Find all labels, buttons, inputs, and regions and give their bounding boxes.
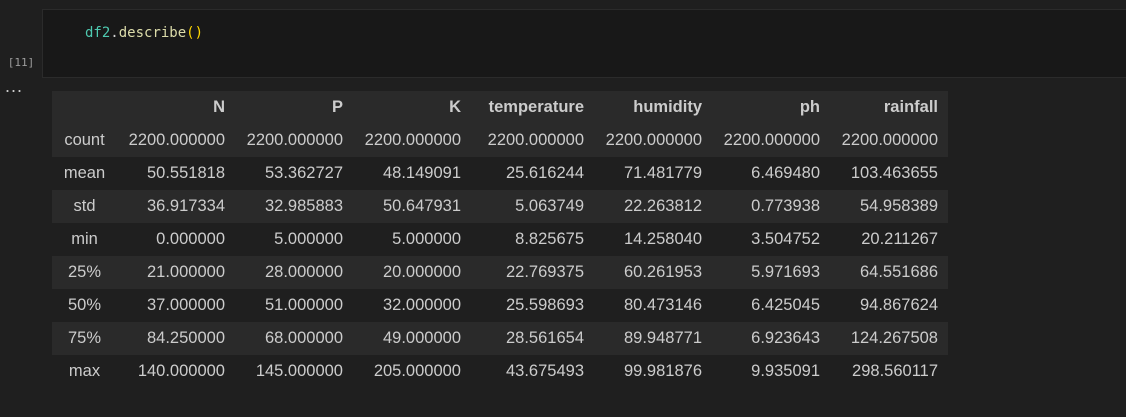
- code-method: describe: [118, 25, 187, 41]
- table-cell: 140.000000: [137, 362, 225, 380]
- code-dot: .: [110, 25, 119, 41]
- table-cell: 28.000000: [265, 263, 343, 281]
- table-cell: 48.149091: [383, 164, 461, 182]
- code-parens: (): [186, 25, 204, 41]
- table-row: 25% 21.000000 28.000000 20.000000 22.769375 6…: [52, 256, 948, 289]
- table-cell: 205.000000: [373, 362, 461, 380]
- table-cell: 2200.000000: [841, 131, 938, 149]
- table-cell: 37.000000: [147, 296, 225, 314]
- table-cell: 298.560117: [852, 362, 938, 380]
- table-cell: 2200.000000: [723, 131, 820, 149]
- table-cell: 32.985883: [265, 197, 343, 215]
- table-cell: 145.000000: [255, 362, 343, 380]
- table-cell: 9.935091: [751, 362, 820, 380]
- table-cell: 2200.000000: [487, 131, 584, 149]
- table-cell: 20.000000: [383, 263, 461, 281]
- table-cell: 64.551686: [860, 263, 938, 281]
- table-cell: 25.616244: [506, 164, 584, 182]
- table-row: count 2200.000000 2200.000000 2200.000000 22…: [52, 124, 948, 157]
- dataframe-output: N P K temperature humidity ph rainfall c…: [52, 91, 948, 388]
- table-cell: 28.561654: [506, 329, 584, 347]
- table-cell: 25.598693: [506, 296, 584, 314]
- code-variable: df2: [85, 25, 111, 41]
- table-cell: 6.469480: [751, 164, 820, 182]
- table-cell: 20.211267: [861, 230, 938, 248]
- table-row: 75% 84.250000 68.000000 49.000000 28.561654 8…: [52, 322, 948, 355]
- table-row: max 140.000000 145.000000 205.000000 43.6754…: [52, 355, 948, 388]
- code-line[interactable]: df2.describe(): [85, 25, 203, 41]
- column-header: ph: [712, 91, 830, 124]
- column-header: rainfall: [830, 91, 948, 124]
- table-cell: 14.258040: [624, 230, 702, 248]
- table-cell: 94.867624: [860, 296, 938, 314]
- table-cell: 124.267508: [850, 329, 938, 347]
- table-row: 50% 37.000000 51.000000 32.000000 25.598693 8…: [52, 289, 948, 322]
- table-cell: 22.769375: [506, 263, 584, 281]
- table-row: std 36.917334 32.985883 50.647931 5.063749 22…: [52, 190, 948, 223]
- code-cell-editor[interactable]: df2.describe(): [42, 9, 1126, 78]
- column-header: K: [353, 91, 471, 124]
- table-cell: 80.473146: [624, 296, 702, 314]
- table-cell: 0.000000: [156, 230, 225, 248]
- table-cell: 2200.000000: [364, 131, 461, 149]
- row-index-label: mean: [63, 164, 106, 182]
- table-cell: 6.425045: [751, 296, 820, 314]
- row-index-label: max: [68, 362, 101, 380]
- row-index-label: min: [71, 230, 98, 248]
- table-cell: 50.551818: [147, 164, 225, 182]
- table-cell: 50.647931: [383, 197, 461, 215]
- table-cell: 32.000000: [383, 296, 461, 314]
- output-more-actions-button[interactable]: ...: [0, 76, 32, 114]
- column-header-index: [52, 91, 117, 124]
- table-cell: 43.675493: [506, 362, 584, 380]
- column-header: N: [117, 91, 235, 124]
- table-cell: 68.000000: [265, 329, 343, 347]
- table-cell: 21.000000: [147, 263, 225, 281]
- table-cell: 54.958389: [860, 197, 938, 215]
- describe-table: N P K temperature humidity ph rainfall c…: [52, 91, 948, 388]
- table-cell: 2200.000000: [605, 131, 702, 149]
- more-actions-icon: ...: [5, 76, 24, 96]
- table-cell: 103.463655: [850, 164, 938, 182]
- cell-gutter: [11]: [0, 0, 42, 79]
- row-index-label: count: [64, 131, 105, 149]
- table-cell: 5.000000: [392, 230, 461, 248]
- table-cell: 36.917334: [147, 197, 225, 215]
- table-cell: 2200.000000: [246, 131, 343, 149]
- table-row: mean 50.551818 53.362727 48.149091 25.616244…: [52, 157, 948, 190]
- table-cell: 71.481779: [624, 164, 702, 182]
- table-cell: 0.773938: [751, 197, 820, 215]
- row-index-label: std: [73, 197, 96, 215]
- row-index-label: 25%: [67, 263, 102, 281]
- table-row: min 0.000000 5.000000 5.000000 8.825675 14.25…: [52, 223, 948, 256]
- table-header-row: N P K temperature humidity ph rainfall: [52, 91, 948, 124]
- table-cell: 60.261953: [624, 263, 702, 281]
- table-cell: 84.250000: [147, 329, 225, 347]
- table-cell: 2200.000000: [128, 131, 225, 149]
- table-cell: 53.362727: [265, 164, 343, 182]
- table-cell: 3.504752: [751, 230, 820, 248]
- row-index-label: 50%: [67, 296, 102, 314]
- execution-count: [11]: [7, 56, 35, 69]
- table-cell: 22.263812: [624, 197, 702, 215]
- table-cell: 8.825675: [515, 230, 584, 248]
- column-header: humidity: [594, 91, 712, 124]
- row-index-label: 75%: [67, 329, 102, 347]
- column-header: temperature: [471, 91, 594, 124]
- table-cell: 6.923643: [751, 329, 820, 347]
- table-cell: 5.000000: [274, 230, 343, 248]
- table-cell: 5.971693: [751, 263, 820, 281]
- table-cell: 99.981876: [624, 362, 702, 380]
- column-header: P: [235, 91, 353, 124]
- table-body: count 2200.000000 2200.000000 2200.000000 22…: [52, 124, 948, 388]
- table-cell: 5.063749: [515, 197, 584, 215]
- table-cell: 51.000000: [265, 296, 343, 314]
- table-cell: 89.948771: [624, 329, 702, 347]
- table-cell: 49.000000: [383, 329, 461, 347]
